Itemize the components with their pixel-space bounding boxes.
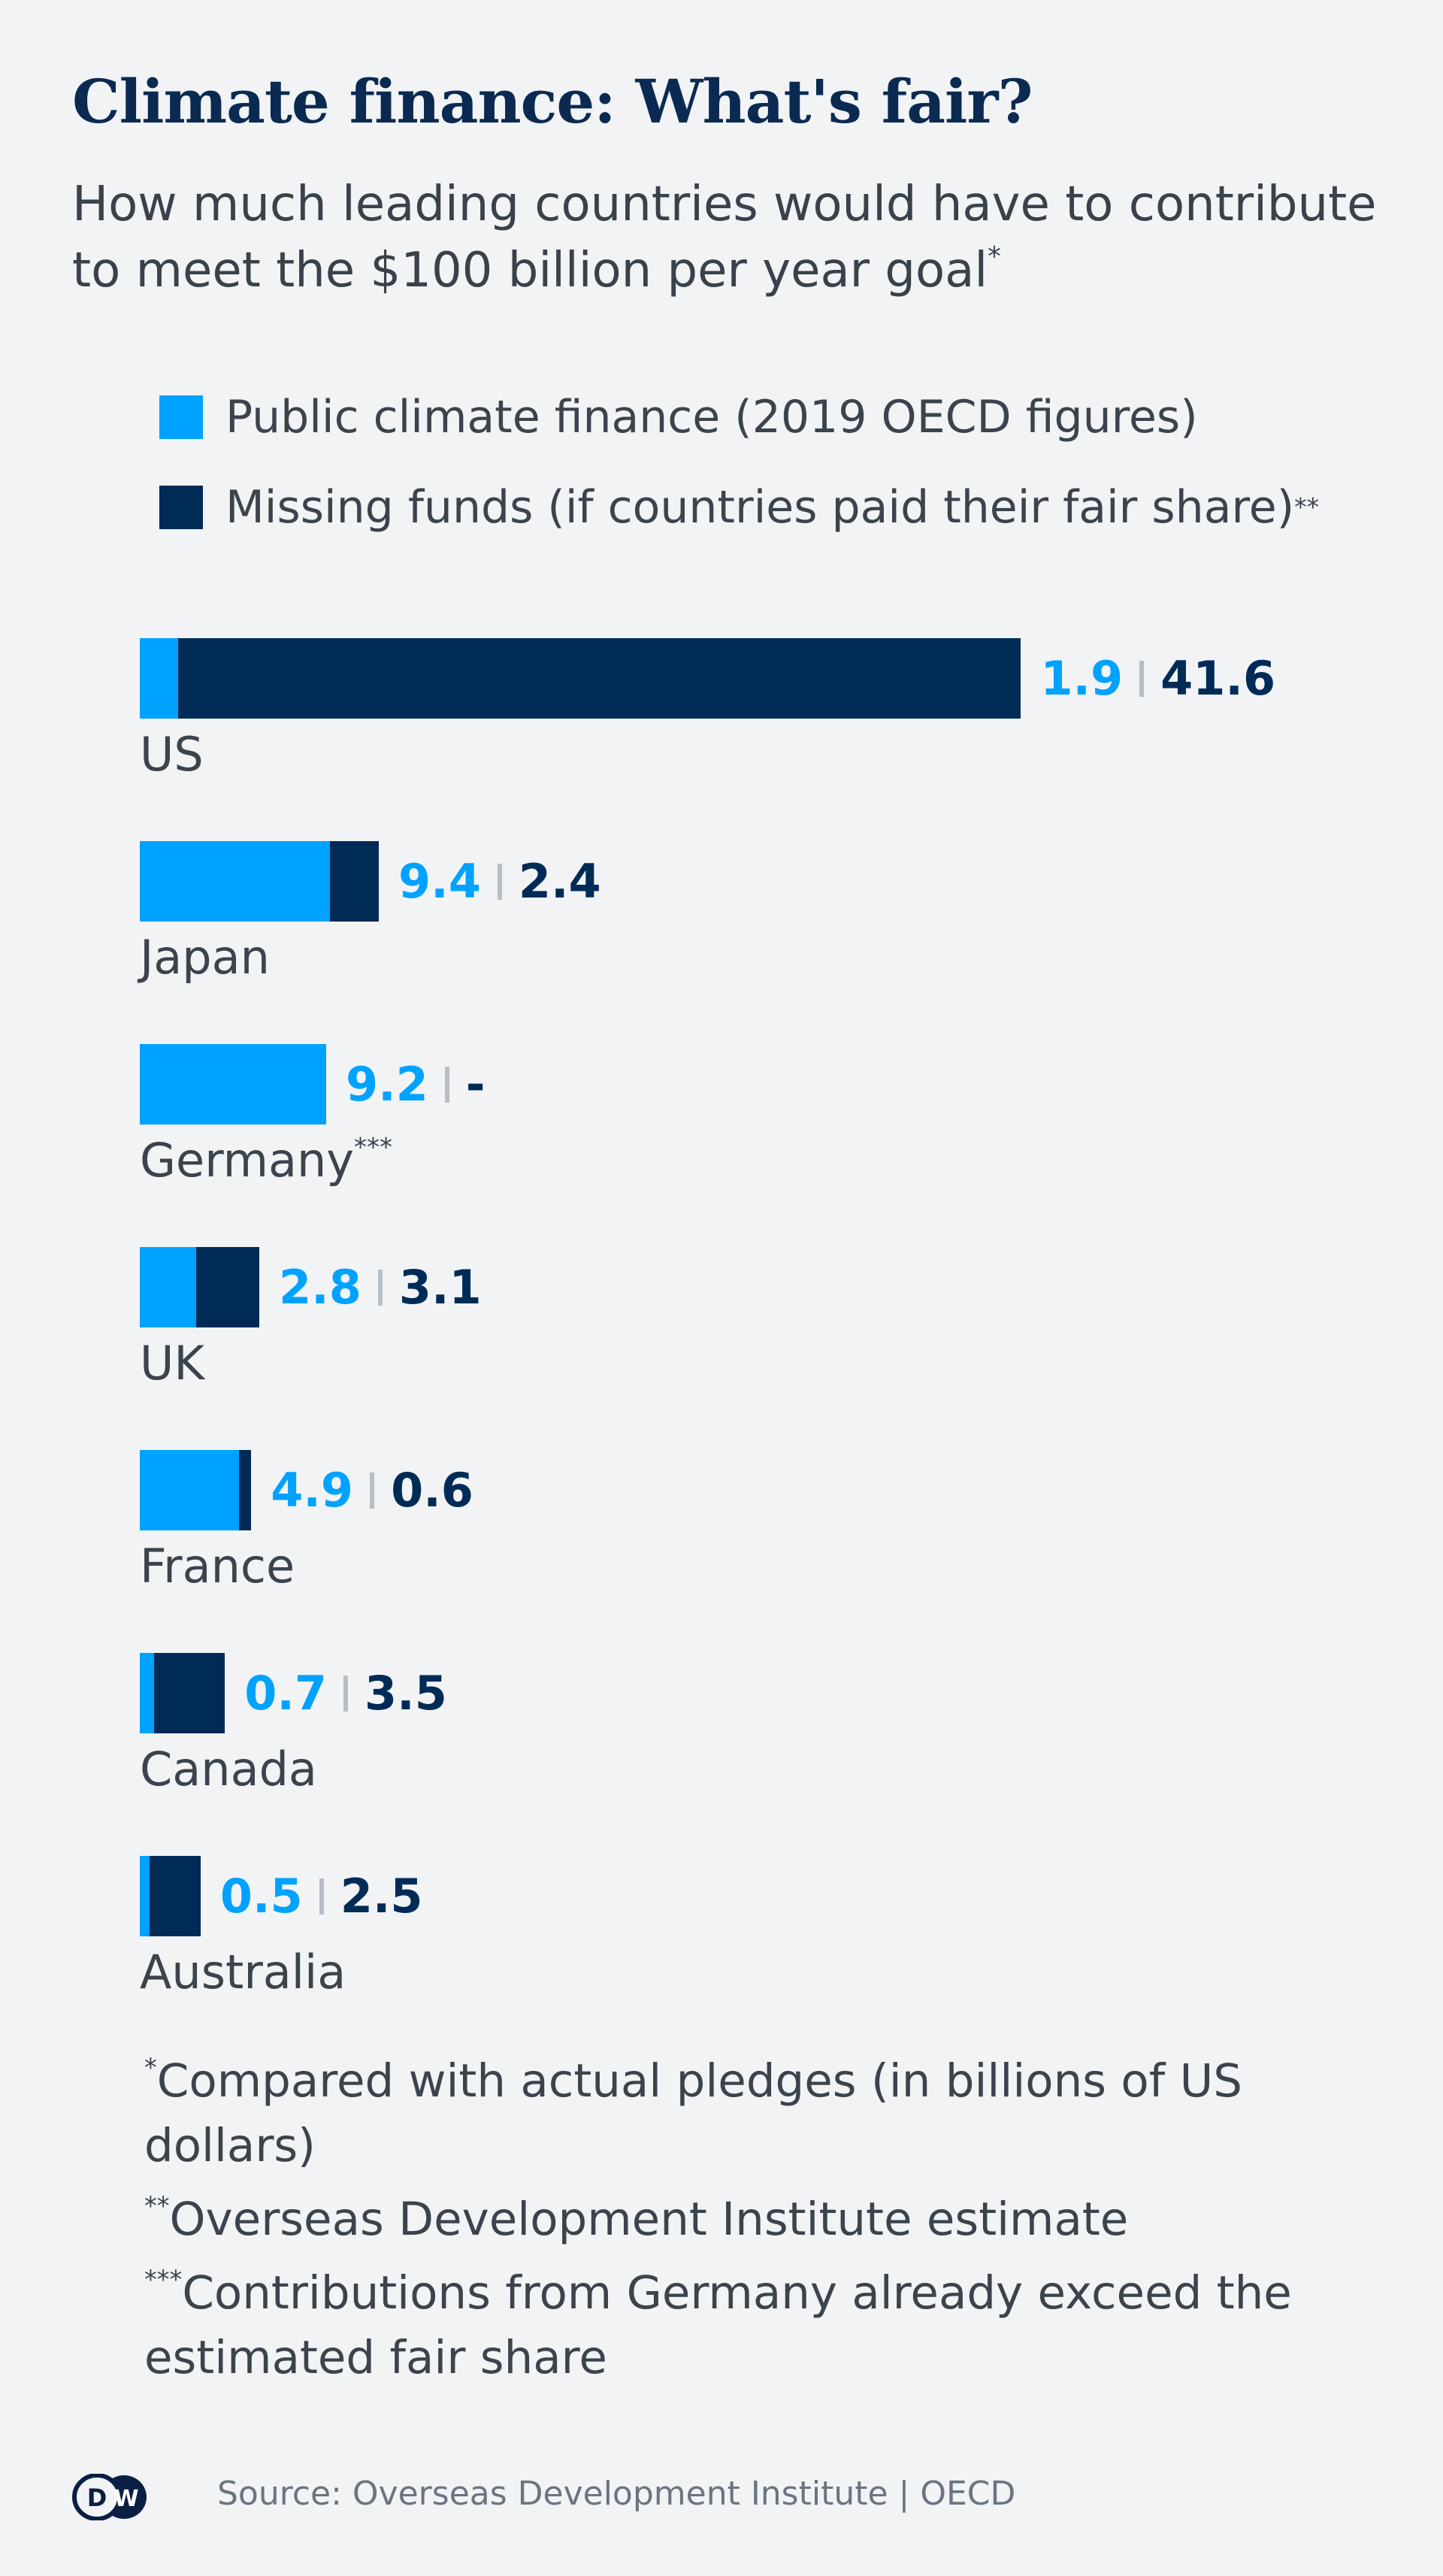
legend-swatch-public bbox=[159, 395, 203, 439]
bar-missing bbox=[330, 841, 379, 922]
category-name: Japan bbox=[140, 930, 270, 985]
subtitle-text: How much leading countries would have to… bbox=[72, 177, 1377, 298]
value-labels: 9.4 2.4 bbox=[398, 841, 601, 922]
category-label: UK bbox=[140, 1336, 204, 1391]
footnote-mark: * bbox=[144, 2053, 157, 2083]
legend-swatch-missing bbox=[159, 486, 203, 529]
value-label-missing: 2.5 bbox=[340, 1869, 423, 1924]
bar-public bbox=[140, 638, 179, 719]
value-labels: 0.7 3.5 bbox=[244, 1653, 447, 1733]
category-label: Australia bbox=[140, 1945, 346, 1999]
footnote-text: Compared with actual pledges (in billion… bbox=[144, 2054, 1242, 2172]
category-name: Canada bbox=[140, 1742, 317, 1797]
value-labels: 2.8 3.1 bbox=[279, 1247, 482, 1327]
footnote-mark: ** bbox=[144, 2191, 170, 2221]
value-label-missing: 2.4 bbox=[518, 854, 601, 909]
bar-public bbox=[140, 1856, 150, 1936]
category-name: Australia bbox=[140, 1945, 346, 1999]
value-label-missing: 41.6 bbox=[1160, 651, 1276, 706]
value-label-public: 9.4 bbox=[398, 854, 481, 909]
bar-public bbox=[140, 1653, 154, 1733]
value-label-missing: - bbox=[465, 1057, 486, 1112]
value-separator bbox=[497, 863, 502, 900]
category-label: US bbox=[140, 727, 204, 782]
footnote-text: Overseas Development Institute estimate bbox=[169, 2193, 1129, 2246]
value-separator bbox=[1139, 660, 1145, 697]
bar-missing bbox=[178, 638, 1021, 719]
chart-title: Climate finance: What's fair? bbox=[72, 66, 1033, 137]
legend-item-missing: Missing funds (if countries paid their f… bbox=[159, 481, 1319, 534]
bar-public bbox=[140, 1044, 326, 1125]
legend-label-public: Public climate finance (2019 OECD figure… bbox=[225, 391, 1198, 443]
category-label: Canada bbox=[140, 1742, 317, 1797]
dw-logo: D W bbox=[72, 2473, 155, 2523]
value-label-missing: 3.5 bbox=[365, 1666, 447, 1721]
source-text: Source: Overseas Development Institute |… bbox=[217, 2475, 1016, 2513]
category-name: Germany bbox=[140, 1133, 354, 1188]
category-name: UK bbox=[140, 1336, 205, 1391]
bar-missing bbox=[150, 1856, 201, 1936]
value-label-public: 0.7 bbox=[244, 1666, 328, 1721]
bar-missing bbox=[196, 1247, 259, 1327]
footnote-1: *Compared with actual pledges (in billio… bbox=[144, 2049, 1347, 2178]
value-label-missing: 3.1 bbox=[398, 1260, 482, 1315]
value-labels: 1.9 41.6 bbox=[1040, 638, 1275, 719]
bar-public bbox=[140, 1247, 197, 1327]
category-label: France bbox=[140, 1539, 295, 1594]
value-separator bbox=[377, 1269, 383, 1306]
chart-subtitle: How much leading countries would have to… bbox=[72, 171, 1395, 304]
value-labels: 9.2- bbox=[346, 1044, 486, 1125]
bar-public bbox=[140, 841, 331, 922]
legend-label-missing: Missing funds (if countries paid their f… bbox=[225, 481, 1295, 534]
value-label-public: 2.8 bbox=[279, 1260, 362, 1315]
value-separator bbox=[343, 1675, 349, 1712]
category-name: France bbox=[140, 1539, 295, 1594]
value-separator bbox=[370, 1472, 375, 1509]
category-name: US bbox=[140, 727, 204, 782]
category-label: Japan bbox=[140, 930, 270, 985]
bar-public bbox=[140, 1450, 240, 1530]
footnote-text: Contributions from Germany already excee… bbox=[144, 2266, 1292, 2384]
svg-text:D: D bbox=[87, 2484, 107, 2512]
subtitle-footnote-mark: * bbox=[988, 241, 1001, 272]
value-labels: 0.5 2.5 bbox=[220, 1856, 423, 1936]
value-label-public: 1.9 bbox=[1040, 651, 1124, 706]
footnote-mark: *** bbox=[144, 2265, 183, 2295]
value-separator bbox=[444, 1066, 449, 1103]
category-footnote-mark: *** bbox=[353, 1132, 393, 1163]
value-label-missing: 0.6 bbox=[391, 1463, 473, 1518]
value-separator bbox=[319, 1878, 324, 1915]
category-label: Germany*** bbox=[140, 1133, 392, 1188]
legend-item-public: Public climate finance (2019 OECD figure… bbox=[159, 391, 1198, 443]
bar-missing bbox=[239, 1450, 252, 1530]
value-label-public: 0.5 bbox=[219, 1869, 303, 1924]
value-labels: 4.9 0.6 bbox=[271, 1450, 473, 1530]
bar-missing bbox=[153, 1653, 225, 1733]
svg-text:W: W bbox=[113, 2486, 138, 2512]
value-label-public: 4.9 bbox=[271, 1463, 354, 1518]
footnote-2: **Overseas Development Institute estimat… bbox=[144, 2187, 1347, 2252]
footnote-3: ***Contributions from Germany already ex… bbox=[144, 2261, 1347, 2390]
value-label-public: 9.2 bbox=[345, 1057, 428, 1112]
